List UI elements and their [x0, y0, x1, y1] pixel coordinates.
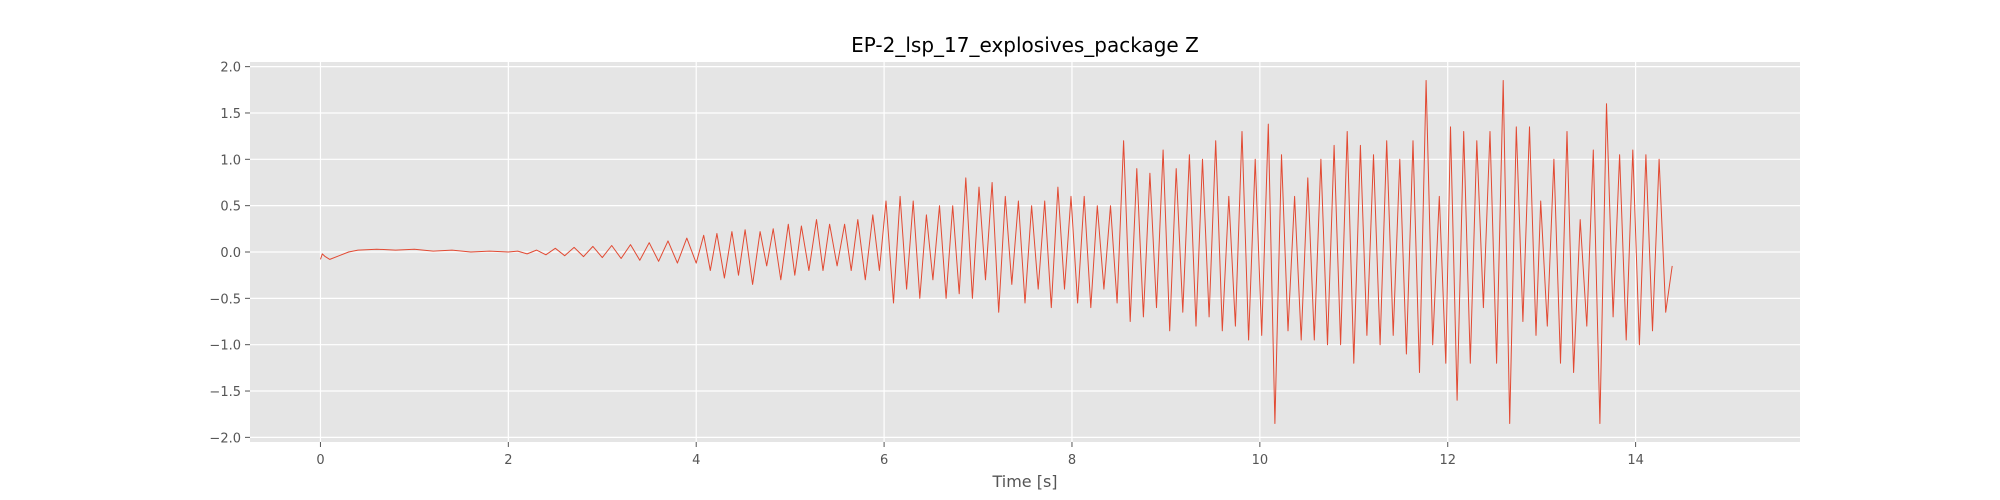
x-tick-label: 14: [1627, 453, 1644, 468]
x-tick-label: 6: [880, 453, 888, 468]
y-tick-label: −1.5: [209, 385, 241, 400]
x-tick-label: 10: [1252, 453, 1269, 468]
x-tick-label: 4: [692, 453, 700, 468]
y-tick-label: 0.5: [220, 200, 241, 215]
series-line-Z: [320, 80, 1673, 424]
x-tick-label: 12: [1439, 453, 1456, 468]
y-tick-label: −0.5: [209, 292, 241, 307]
x-tick-label: 0: [316, 453, 324, 468]
y-tick-label: 0.0: [220, 246, 241, 261]
y-tick-label: 2.0: [220, 61, 241, 76]
axis-ticks: 0 2 4 6 8 10 12 14 2.0 1.5 1.0 0.5 0.0 −0.5 −1.0 −1.5 −2…: [209, 61, 1643, 468]
y-tick-label: −2.0: [209, 431, 241, 446]
series-group: [320, 80, 1673, 424]
y-tick-label: −1.0: [209, 339, 241, 354]
y-tick-label: 1.0: [220, 153, 241, 168]
chart-title: EP-2_lsp_17_explosives_package Z: [851, 33, 1199, 57]
x-tick-label: 2: [504, 453, 512, 468]
y-tick-label: 1.5: [220, 107, 241, 122]
x-axis-label: Time [s]: [991, 472, 1057, 491]
x-tick-label: 8: [1068, 453, 1076, 468]
